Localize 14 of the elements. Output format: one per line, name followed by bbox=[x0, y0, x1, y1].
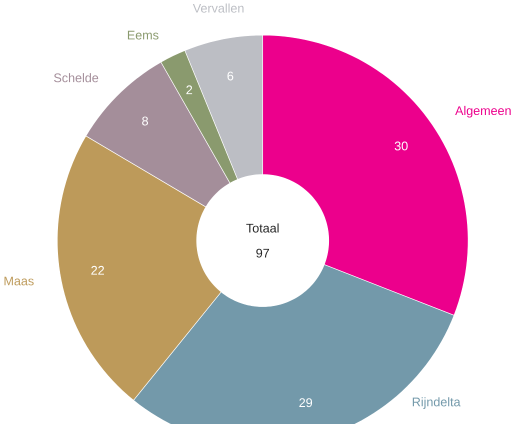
data-label: 2 bbox=[186, 85, 192, 94]
data-label: 22 bbox=[91, 266, 104, 275]
slice-label: Schelde bbox=[54, 73, 98, 82]
data-label: 30 bbox=[394, 142, 408, 150]
slice-label: Maas bbox=[4, 276, 34, 286]
slice-label: Vervallen bbox=[192, 3, 244, 13]
data-label: 6 bbox=[227, 72, 234, 80]
slice-label: Algemeen bbox=[455, 106, 511, 118]
text: Totaal bbox=[246, 223, 279, 233]
text: 97 bbox=[256, 248, 270, 258]
slice-label: Rijndelta bbox=[412, 397, 461, 409]
data-label: 8 bbox=[142, 116, 148, 126]
slice-label: Eems bbox=[128, 30, 158, 40]
data-label: 29 bbox=[299, 398, 312, 408]
